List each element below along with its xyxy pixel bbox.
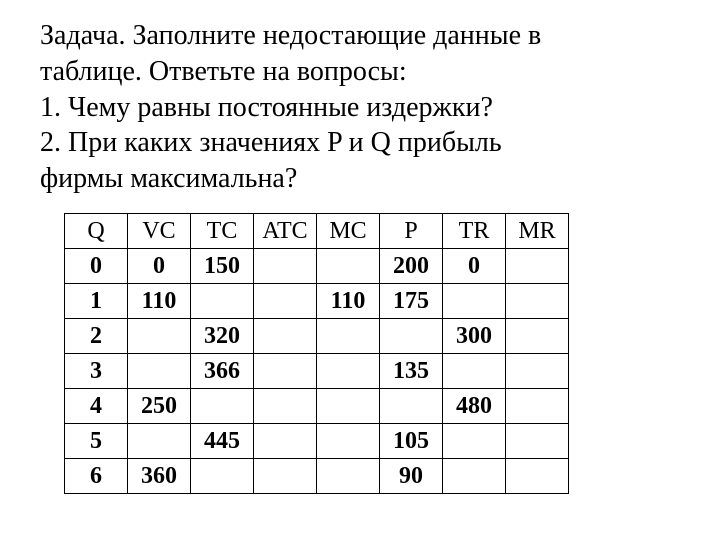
- cell: [380, 319, 443, 354]
- cell: 5: [65, 424, 128, 459]
- cell: 366: [191, 354, 254, 389]
- cell: 150: [191, 249, 254, 284]
- cell: [506, 424, 569, 459]
- cell: [254, 389, 317, 424]
- cell: [317, 459, 380, 494]
- col-header: TC: [191, 214, 254, 249]
- cell: 0: [128, 249, 191, 284]
- cell: [254, 284, 317, 319]
- cell: 360: [128, 459, 191, 494]
- cell: 480: [443, 389, 506, 424]
- cell: [317, 319, 380, 354]
- cell: [128, 319, 191, 354]
- col-header: TR: [443, 214, 506, 249]
- problem-text: Задача. Заполните недостающие данные в т…: [40, 18, 690, 197]
- cell: 0: [65, 249, 128, 284]
- table-row: 4 250 480: [65, 389, 569, 424]
- cell: [254, 319, 317, 354]
- cell: 1: [65, 284, 128, 319]
- cell: 6: [65, 459, 128, 494]
- cell: [506, 284, 569, 319]
- problem-line-4: 2. При каких значениях P и Q прибыль: [40, 125, 690, 161]
- cell: [380, 389, 443, 424]
- cell: 110: [317, 284, 380, 319]
- cell: 445: [191, 424, 254, 459]
- problem-line-5: фирмы максимальна?: [40, 161, 690, 197]
- cell: 4: [65, 389, 128, 424]
- cell: [443, 354, 506, 389]
- cell: 105: [380, 424, 443, 459]
- cell: [317, 389, 380, 424]
- cell: [191, 389, 254, 424]
- col-header: VC: [128, 214, 191, 249]
- table-row: 1 110 110 175: [65, 284, 569, 319]
- cell: 200: [380, 249, 443, 284]
- cell: [191, 459, 254, 494]
- cell: [506, 319, 569, 354]
- problem-line-3: 1. Чему равны постоянные издержки?: [40, 90, 690, 126]
- cell: [443, 284, 506, 319]
- table-row: 3 366 135: [65, 354, 569, 389]
- cell: 2: [65, 319, 128, 354]
- cell: [317, 249, 380, 284]
- cell: [506, 389, 569, 424]
- cell: 135: [380, 354, 443, 389]
- col-header: MC: [317, 214, 380, 249]
- cell: 175: [380, 284, 443, 319]
- cell: [506, 354, 569, 389]
- page: Задача. Заполните недостающие данные в т…: [0, 0, 720, 514]
- cell: 0: [443, 249, 506, 284]
- cell: [443, 424, 506, 459]
- cell: [254, 459, 317, 494]
- cell: [254, 424, 317, 459]
- col-header: P: [380, 214, 443, 249]
- cell: 320: [191, 319, 254, 354]
- cell: [128, 424, 191, 459]
- table-row: 5 445 105: [65, 424, 569, 459]
- data-table: Q VC TC ATC MC P TR MR 0 0 150 200 0 1 1…: [64, 213, 569, 494]
- cell: 110: [128, 284, 191, 319]
- cell: [128, 354, 191, 389]
- table-row: 2 320 300: [65, 319, 569, 354]
- cell: [443, 459, 506, 494]
- col-header: MR: [506, 214, 569, 249]
- cell: [317, 424, 380, 459]
- table-row: 6 360 90: [65, 459, 569, 494]
- col-header: ATC: [254, 214, 317, 249]
- cell: [506, 249, 569, 284]
- cell: 300: [443, 319, 506, 354]
- cell: [506, 459, 569, 494]
- table-header-row: Q VC TC ATC MC P TR MR: [65, 214, 569, 249]
- cell: [317, 354, 380, 389]
- cell: [191, 284, 254, 319]
- cell: 250: [128, 389, 191, 424]
- problem-line-2: таблице. Ответьте на вопросы:: [40, 54, 690, 90]
- problem-line-1: Задача. Заполните недостающие данные в: [40, 18, 690, 54]
- cell: 90: [380, 459, 443, 494]
- cell: [254, 354, 317, 389]
- cell: 3: [65, 354, 128, 389]
- cell: [254, 249, 317, 284]
- table-row: 0 0 150 200 0: [65, 249, 569, 284]
- col-header: Q: [65, 214, 128, 249]
